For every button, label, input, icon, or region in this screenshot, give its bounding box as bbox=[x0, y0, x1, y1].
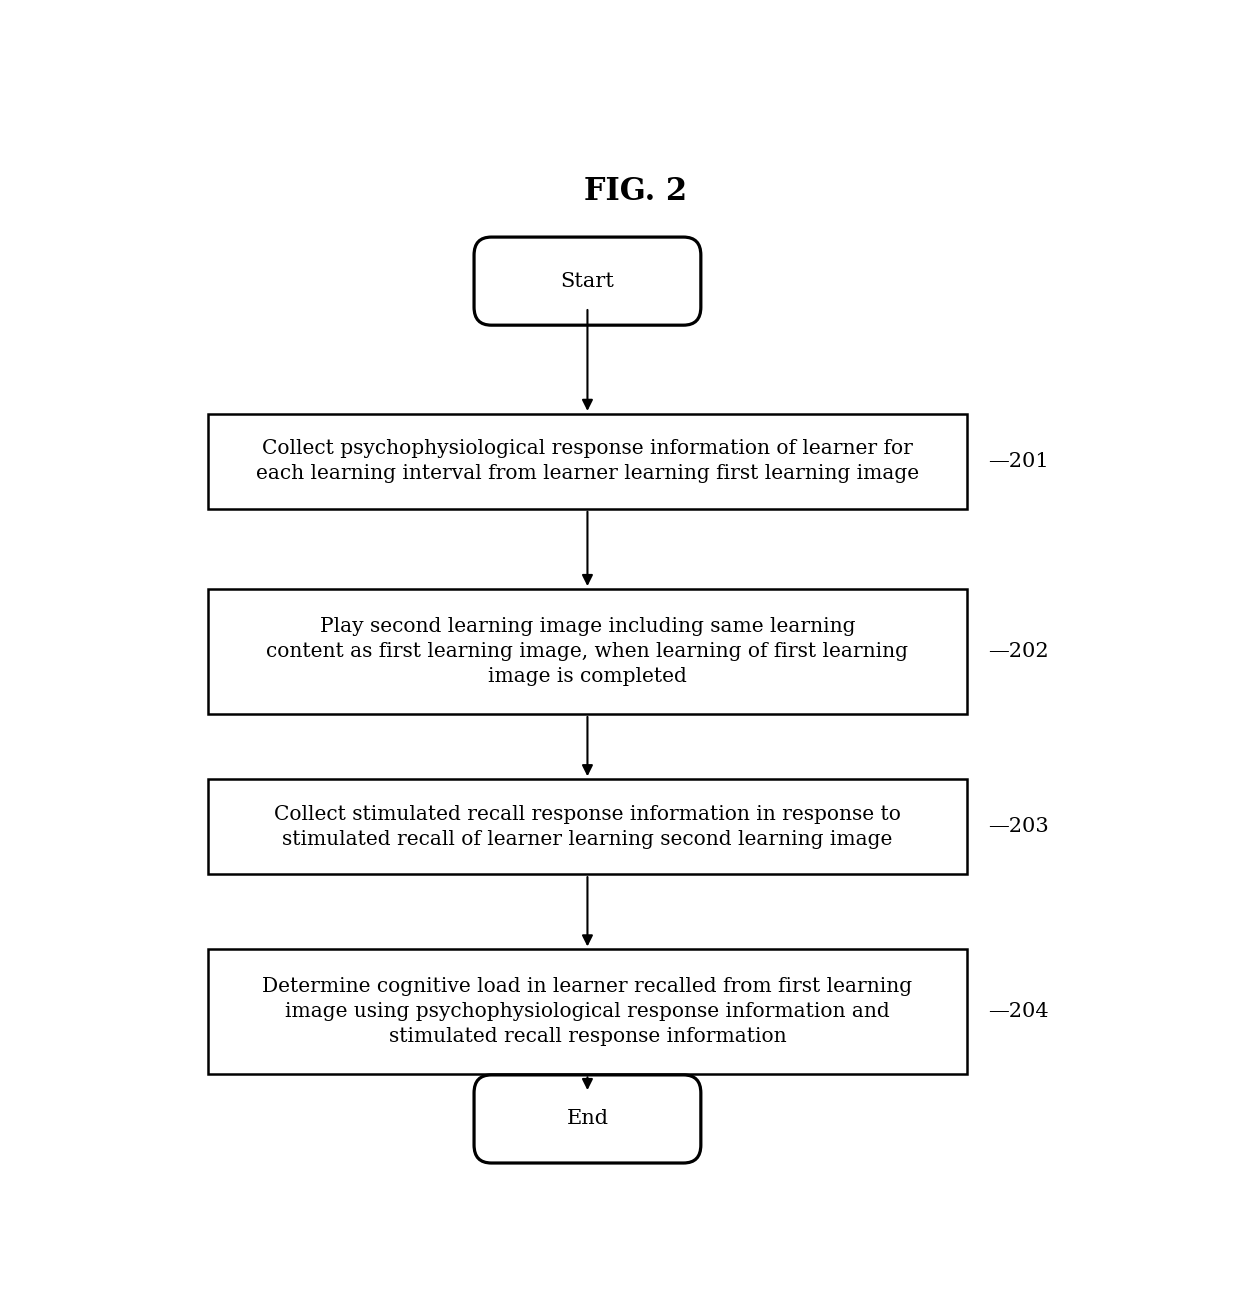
Text: End: End bbox=[567, 1109, 609, 1128]
Text: Collect psychophysiological response information of learner for
each learning in: Collect psychophysiological response inf… bbox=[255, 439, 919, 484]
FancyBboxPatch shape bbox=[474, 1075, 701, 1164]
FancyBboxPatch shape bbox=[474, 237, 701, 325]
Text: Determine cognitive load in learner recalled from first learning
image using psy: Determine cognitive load in learner reca… bbox=[263, 978, 913, 1046]
Bar bbox=[208, 779, 967, 874]
Bar bbox=[208, 413, 967, 508]
Bar bbox=[208, 949, 967, 1074]
Text: —201: —201 bbox=[988, 452, 1049, 471]
Text: Collect stimulated recall response information in response to
stimulated recall : Collect stimulated recall response infor… bbox=[274, 805, 901, 849]
Text: FIG. 2: FIG. 2 bbox=[584, 176, 687, 207]
Text: Play second learning image including same learning
content as first learning ima: Play second learning image including sam… bbox=[267, 618, 909, 686]
Bar bbox=[208, 589, 967, 714]
Text: —203: —203 bbox=[988, 818, 1049, 836]
Text: Start: Start bbox=[560, 272, 614, 291]
Text: —204: —204 bbox=[988, 1002, 1049, 1022]
Text: —202: —202 bbox=[988, 642, 1049, 660]
